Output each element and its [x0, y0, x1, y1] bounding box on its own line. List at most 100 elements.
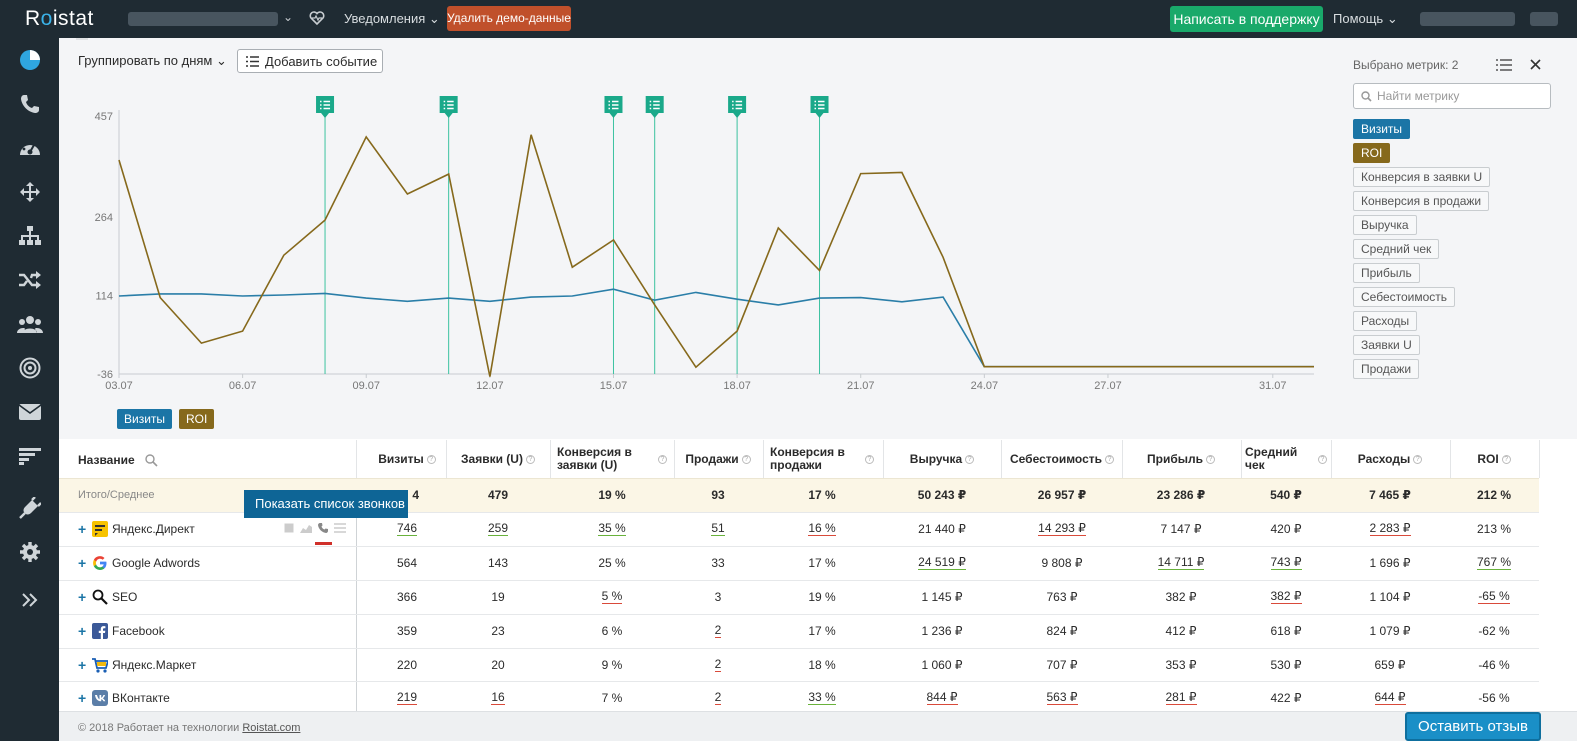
cell-value[interactable]: 2 [714, 690, 722, 705]
phone-icon[interactable] [0, 82, 59, 126]
close-icon[interactable] [1530, 59, 1541, 73]
group-by-dropdown[interactable]: Группировать по дням ⌄ [78, 53, 227, 68]
expand-plus-icon[interactable]: + [78, 622, 87, 639]
list-icon[interactable] [334, 523, 346, 533]
column-header-name[interactable]: Название [78, 450, 158, 470]
cell-value[interactable]: 5 % [601, 589, 623, 604]
sitemap-icon[interactable] [0, 214, 59, 258]
cell-value[interactable]: -65 % [1478, 589, 1510, 604]
chevron-down-icon[interactable]: ⌄ [283, 10, 294, 24]
source-name[interactable]: Google Adwords [112, 555, 201, 570]
cell-value[interactable]: 16 % [808, 521, 836, 536]
cell-value[interactable]: 382 ₽ [1270, 589, 1302, 604]
help-icon[interactable]: ? [965, 454, 975, 464]
user-name-blurred[interactable] [1420, 12, 1515, 26]
help-icon[interactable]: ? [426, 454, 436, 464]
project-name-blurred[interactable] [128, 12, 278, 26]
add-event-button[interactable]: Добавить событие [237, 49, 383, 73]
dashboard-icon[interactable] [0, 126, 59, 170]
notifications-menu[interactable]: Уведомления ⌄ [344, 11, 440, 26]
column-header[interactable]: Заявки (U)? [448, 440, 548, 478]
help-icon[interactable]: ? [865, 454, 874, 464]
metric-tag[interactable]: Выручка [1353, 215, 1417, 235]
metric-tag[interactable]: Себестоимость [1353, 287, 1456, 307]
expand-plus-icon[interactable]: + [78, 520, 87, 537]
area-chart-icon[interactable] [300, 523, 312, 533]
shuffle-icon[interactable] [0, 258, 59, 302]
source-name[interactable]: Яндекс.Маркет [112, 657, 197, 672]
column-header[interactable]: Визиты? [360, 440, 455, 478]
cell-value[interactable]: 644 ₽ [1374, 690, 1406, 705]
gear-icon[interactable] [0, 530, 59, 574]
table-row[interactable] [59, 580, 1539, 614]
search-icon[interactable] [144, 453, 158, 467]
source-name[interactable]: SEO [112, 589, 138, 604]
funnel-list-icon[interactable] [0, 434, 59, 478]
column-header[interactable]: Выручка? [887, 440, 997, 478]
cell-value[interactable]: 33 % [808, 690, 836, 705]
help-icon[interactable]: ? [1318, 454, 1327, 464]
plug-icon[interactable] [0, 486, 59, 530]
cell-value[interactable]: 2 [714, 657, 722, 672]
column-header[interactable]: ROI? [1452, 440, 1537, 478]
column-header[interactable]: Средний чек? [1241, 440, 1331, 478]
expand-plus-icon[interactable]: + [78, 656, 87, 673]
column-header[interactable]: Конверсия в заявки (U)? [553, 440, 671, 478]
help-icon[interactable]: ? [525, 454, 535, 464]
column-header[interactable]: Прибыль? [1125, 440, 1237, 478]
cell-value[interactable]: 844 ₽ [926, 690, 958, 705]
metric-tag[interactable]: Заявки U [1353, 335, 1420, 355]
list-view-icon[interactable] [1496, 59, 1512, 74]
help-icon[interactable]: ? [741, 454, 751, 464]
cell-value[interactable]: 14 293 ₽ [1038, 521, 1086, 536]
cell-value[interactable]: 35 % [598, 521, 626, 536]
table-row[interactable] [59, 512, 1539, 546]
cell-value[interactable]: 746 [396, 521, 418, 536]
target-icon[interactable] [0, 346, 59, 390]
cell-value[interactable]: 563 ₽ [1046, 690, 1078, 705]
column-header[interactable]: Себестоимость? [1003, 440, 1121, 478]
metric-tag[interactable]: Средний чек [1353, 239, 1440, 259]
support-button[interactable]: Написать в поддержку [1170, 6, 1323, 32]
metric-tag[interactable]: Конверсия в заявки U [1353, 167, 1491, 187]
cell-value[interactable]: 51 [711, 521, 725, 536]
help-icon[interactable]: ? [1206, 454, 1215, 464]
phone-icon[interactable] [318, 523, 328, 533]
metric-tag[interactable]: ROI [1353, 143, 1391, 163]
metric-tag[interactable]: Продажи [1353, 359, 1420, 379]
pulse-icon[interactable] [309, 10, 325, 29]
metric-tag[interactable]: Визиты [1353, 119, 1411, 139]
cell-value[interactable]: 743 ₽ [1270, 555, 1302, 570]
cell-value[interactable]: 2 283 ₽ [1369, 521, 1411, 536]
cell-value[interactable]: 2 [714, 623, 722, 638]
cell-value[interactable]: 24 519 ₽ [918, 555, 966, 570]
expand-plus-icon[interactable]: + [78, 689, 87, 706]
metric-tag[interactable]: Прибыль [1353, 263, 1420, 283]
balance-blurred[interactable] [1530, 12, 1558, 26]
table-row[interactable] [59, 546, 1539, 580]
delete-demo-button[interactable]: Удалить демо-данные [447, 6, 571, 31]
cell-value[interactable]: 281 ₽ [1165, 690, 1197, 705]
table-row[interactable] [59, 648, 1539, 682]
move-arrows-icon[interactable] [0, 170, 59, 214]
feedback-button[interactable]: Оставить отзыв [1405, 712, 1541, 741]
column-header[interactable]: Расходы? [1335, 440, 1445, 478]
metric-search-input[interactable]: Найти метрику [1353, 83, 1551, 109]
help-icon[interactable]: ? [1105, 454, 1115, 464]
cell-value[interactable]: 259 [487, 521, 509, 536]
source-name[interactable]: Facebook [112, 623, 165, 638]
help-icon[interactable]: ? [658, 454, 667, 464]
column-header[interactable]: Продажи? [677, 440, 759, 478]
expand-icon[interactable] [0, 578, 59, 622]
table-row[interactable] [59, 681, 1539, 715]
help-menu[interactable]: Помощь ⌄ [1333, 11, 1398, 26]
cell-value[interactable]: 219 [396, 690, 418, 705]
footer-link[interactable]: Roistat.com [242, 722, 301, 734]
cell-value[interactable]: 14 711 ₽ [1157, 555, 1205, 570]
column-header[interactable]: Конверсия в продажи? [766, 440, 878, 478]
cell-value[interactable]: 767 % [1476, 555, 1512, 570]
envelope-icon[interactable] [0, 390, 59, 434]
cell-value[interactable]: 16 [491, 690, 505, 705]
table-row[interactable] [59, 614, 1539, 648]
help-icon[interactable]: ? [1501, 454, 1511, 464]
